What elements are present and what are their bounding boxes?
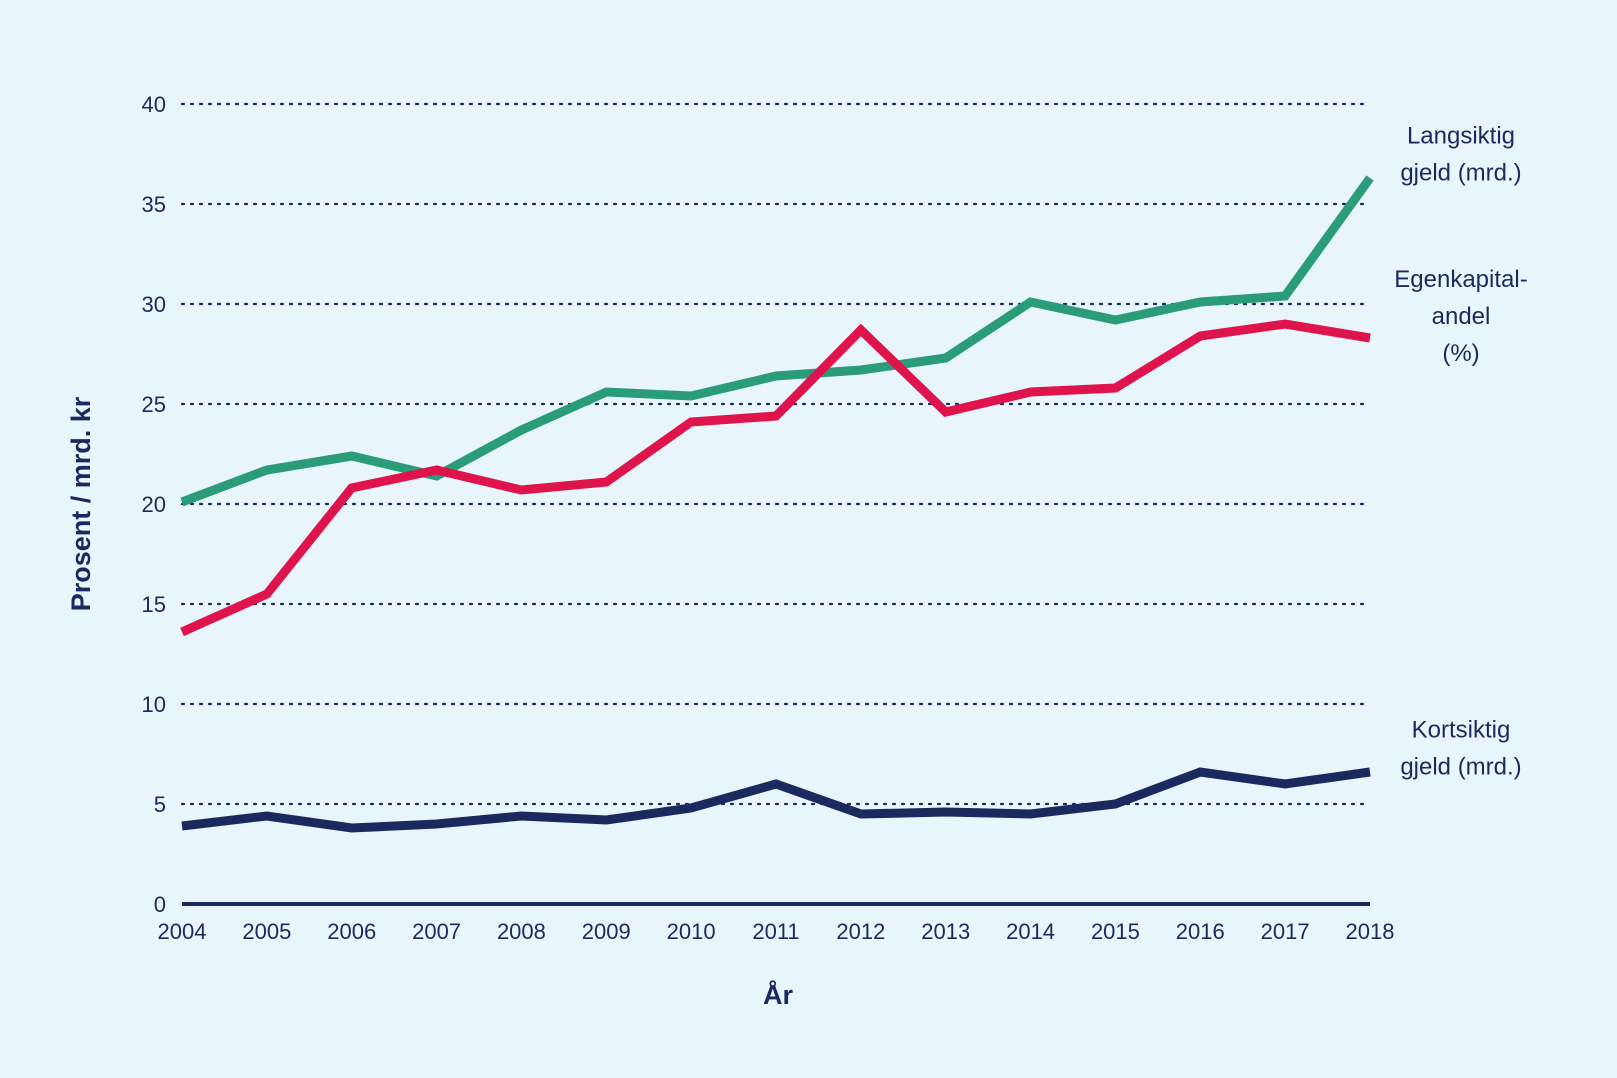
x-tick-label: 2007 xyxy=(412,919,461,944)
x-tick-label: 2016 xyxy=(1176,919,1225,944)
x-tick-label: 2015 xyxy=(1091,919,1140,944)
x-tick-label: 2010 xyxy=(667,919,716,944)
x-axis-title: År xyxy=(763,979,793,1010)
series-lines xyxy=(180,175,1374,833)
y-tick-label: 25 xyxy=(142,392,166,417)
y-tick-label: 20 xyxy=(142,492,166,517)
series-label-2: Kortsiktig gjeld (mrd.) xyxy=(1400,717,1521,781)
series-line-0 xyxy=(180,175,1374,507)
x-tick-label: 2014 xyxy=(1006,919,1055,944)
x-tick-label: 2013 xyxy=(921,919,970,944)
x-tick-label: 2004 xyxy=(158,919,207,944)
x-tick-label: 2009 xyxy=(582,919,631,944)
series-label-1: Egenkapital-andel (%) xyxy=(1394,266,1527,367)
x-tick-label: 2006 xyxy=(327,919,376,944)
y-tick-label: 40 xyxy=(142,92,166,117)
x-tick-label: 2005 xyxy=(242,919,291,944)
x-axis-tick-labels: 2004 2005 2006 2007 2008 2009 2010 2011 2012 2013… xyxy=(158,919,1395,944)
series-line-2 xyxy=(181,767,1371,833)
y-tick-label: 10 xyxy=(142,692,166,717)
series-label-0: Langsiktig gjeld (mrd.) xyxy=(1400,123,1521,187)
y-tick-label: 30 xyxy=(142,292,166,317)
series-line-1 xyxy=(180,319,1371,637)
y-axis-title: Prosent / mrd. kr xyxy=(66,396,96,611)
y-tick-label: 35 xyxy=(142,192,166,217)
x-tick-label: 2011 xyxy=(752,919,799,944)
y-axis-tick-labels: 0 5 10 15 20 25 30 35 40 xyxy=(142,92,166,917)
x-tick-label: 2018 xyxy=(1346,919,1395,944)
x-tick-label: 2008 xyxy=(497,919,546,944)
gridlines xyxy=(180,102,1372,806)
series-labels: Langsiktig gjeld (mrd.) Egenkapital-andel(… xyxy=(1394,123,1527,781)
x-tick-label: 2012 xyxy=(836,919,885,944)
y-tick-label: 0 xyxy=(154,892,166,917)
x-tick-label: 2017 xyxy=(1261,919,1310,944)
y-tick-label: 5 xyxy=(154,792,166,817)
y-tick-label: 15 xyxy=(142,592,166,617)
